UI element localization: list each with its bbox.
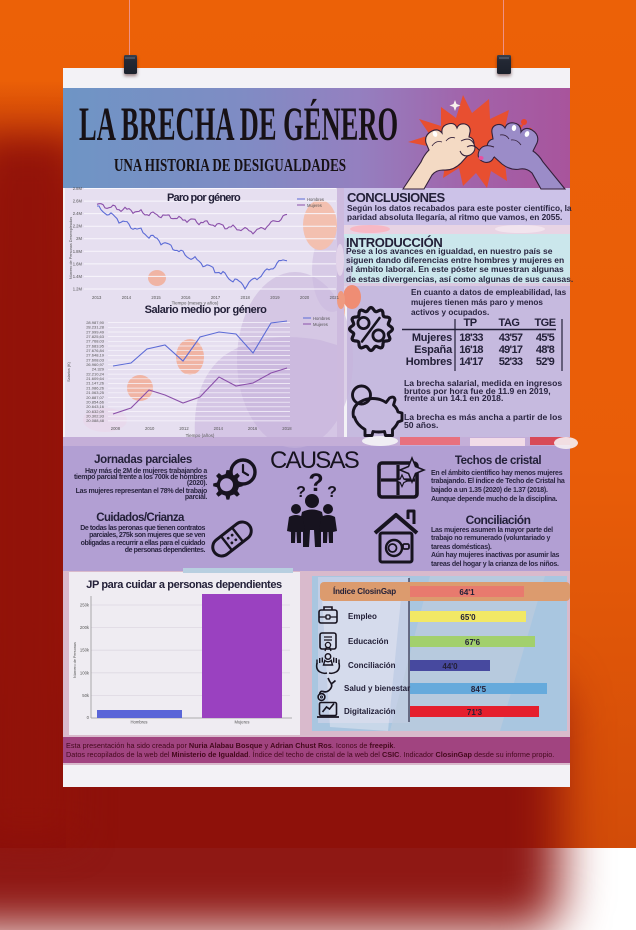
svg-text:Hombres: Hombres [307,197,324,202]
svg-text:2013: 2013 [92,295,102,300]
svg-text:2019: 2019 [270,295,280,300]
svg-text:Salarios (K): Salarios (K) [67,361,71,382]
svg-text:28.987,90: 28.987,90 [86,320,105,325]
svg-text:2020: 2020 [300,295,310,300]
svg-text:50k: 50k [82,693,90,698]
svg-text:27.683,95: 27.683,95 [86,343,105,348]
svg-text:20.632,09: 20.632,09 [86,409,105,414]
svg-text:Mujeres: Mujeres [235,720,250,725]
svg-text:250k: 250k [80,603,90,608]
svg-text:21.609,64: 21.609,64 [86,376,105,381]
svg-text:?: ? [308,469,323,497]
svg-text:200k: 200k [80,625,90,630]
svg-text:Hombres: Hombres [131,720,148,725]
svg-text:27.999,49: 27.999,49 [86,329,105,334]
svg-text:20.643,16: 20.643,16 [86,404,105,409]
svg-text:24.329: 24.329 [92,367,105,372]
svg-text:2M: 2M [76,236,82,241]
svg-text:100k: 100k [80,670,90,675]
svg-text:0: 0 [87,715,90,720]
svg-text:21.086,26: 21.086,26 [86,385,105,390]
svg-text:1.2M: 1.2M [73,287,83,292]
svg-text:Tiempo (meses y años): Tiempo (meses y años) [172,301,219,306]
svg-text:?: ? [327,484,337,501]
svg-text:2.4M: 2.4M [73,211,83,216]
svg-text:Número de Personas: Número de Personas [73,642,77,678]
svg-text:20.887,07: 20.887,07 [86,395,105,400]
svg-text:150k: 150k [80,648,90,653]
svg-text:Mujeres: Mujeres [313,322,328,327]
svg-text:2008: 2008 [111,426,121,431]
svg-text:28.231,28: 28.231,28 [86,325,105,330]
svg-text:1.4M: 1.4M [73,274,83,279]
svg-text:22.210,24: 22.210,24 [86,371,105,376]
svg-text:2.6M: 2.6M [73,199,83,204]
svg-text:2012: 2012 [179,426,189,431]
svg-text:2016: 2016 [248,426,258,431]
svg-text:21.147,26: 21.147,26 [86,381,105,386]
svg-text:27.608,03: 27.608,03 [86,357,105,362]
svg-text:20.854,66: 20.854,66 [86,400,105,405]
svg-text:2.2M: 2.2M [73,224,83,229]
svg-text:Tiempo (años): Tiempo (años) [186,433,215,438]
svg-text:27.676,84: 27.676,84 [86,348,105,353]
svg-text:2014: 2014 [214,426,224,431]
svg-text:Hombres: Hombres [313,316,330,321]
svg-text:2010: 2010 [145,426,155,431]
svg-text:?: ? [296,484,306,501]
svg-text:21.063,25: 21.063,25 [86,390,105,395]
svg-text:1.6M: 1.6M [73,261,83,266]
svg-text:2018: 2018 [282,426,292,431]
svg-text:27.648,19: 27.648,19 [86,353,105,358]
svg-text:27.825,63: 27.825,63 [86,334,105,339]
svg-text:26.960,97: 26.960,97 [86,362,105,367]
svg-text:2015: 2015 [151,295,161,300]
svg-text:2017: 2017 [211,295,221,300]
svg-text:2016: 2016 [181,295,191,300]
svg-text:2021: 2021 [330,295,340,300]
svg-text:2018: 2018 [241,295,251,300]
svg-text:2014: 2014 [122,295,132,300]
svg-text:Número de Personas Desempleada: Número de Personas Desempleadas [69,217,73,279]
svg-text:20.088,48: 20.088,48 [86,418,105,423]
svg-text:20.302,93: 20.302,93 [86,414,105,419]
svg-text:Mujeres: Mujeres [307,203,322,208]
svg-text:1.8M: 1.8M [73,249,83,254]
svg-text:27.768,03: 27.768,03 [86,339,105,344]
svg-text:2.8M: 2.8M [73,186,83,191]
